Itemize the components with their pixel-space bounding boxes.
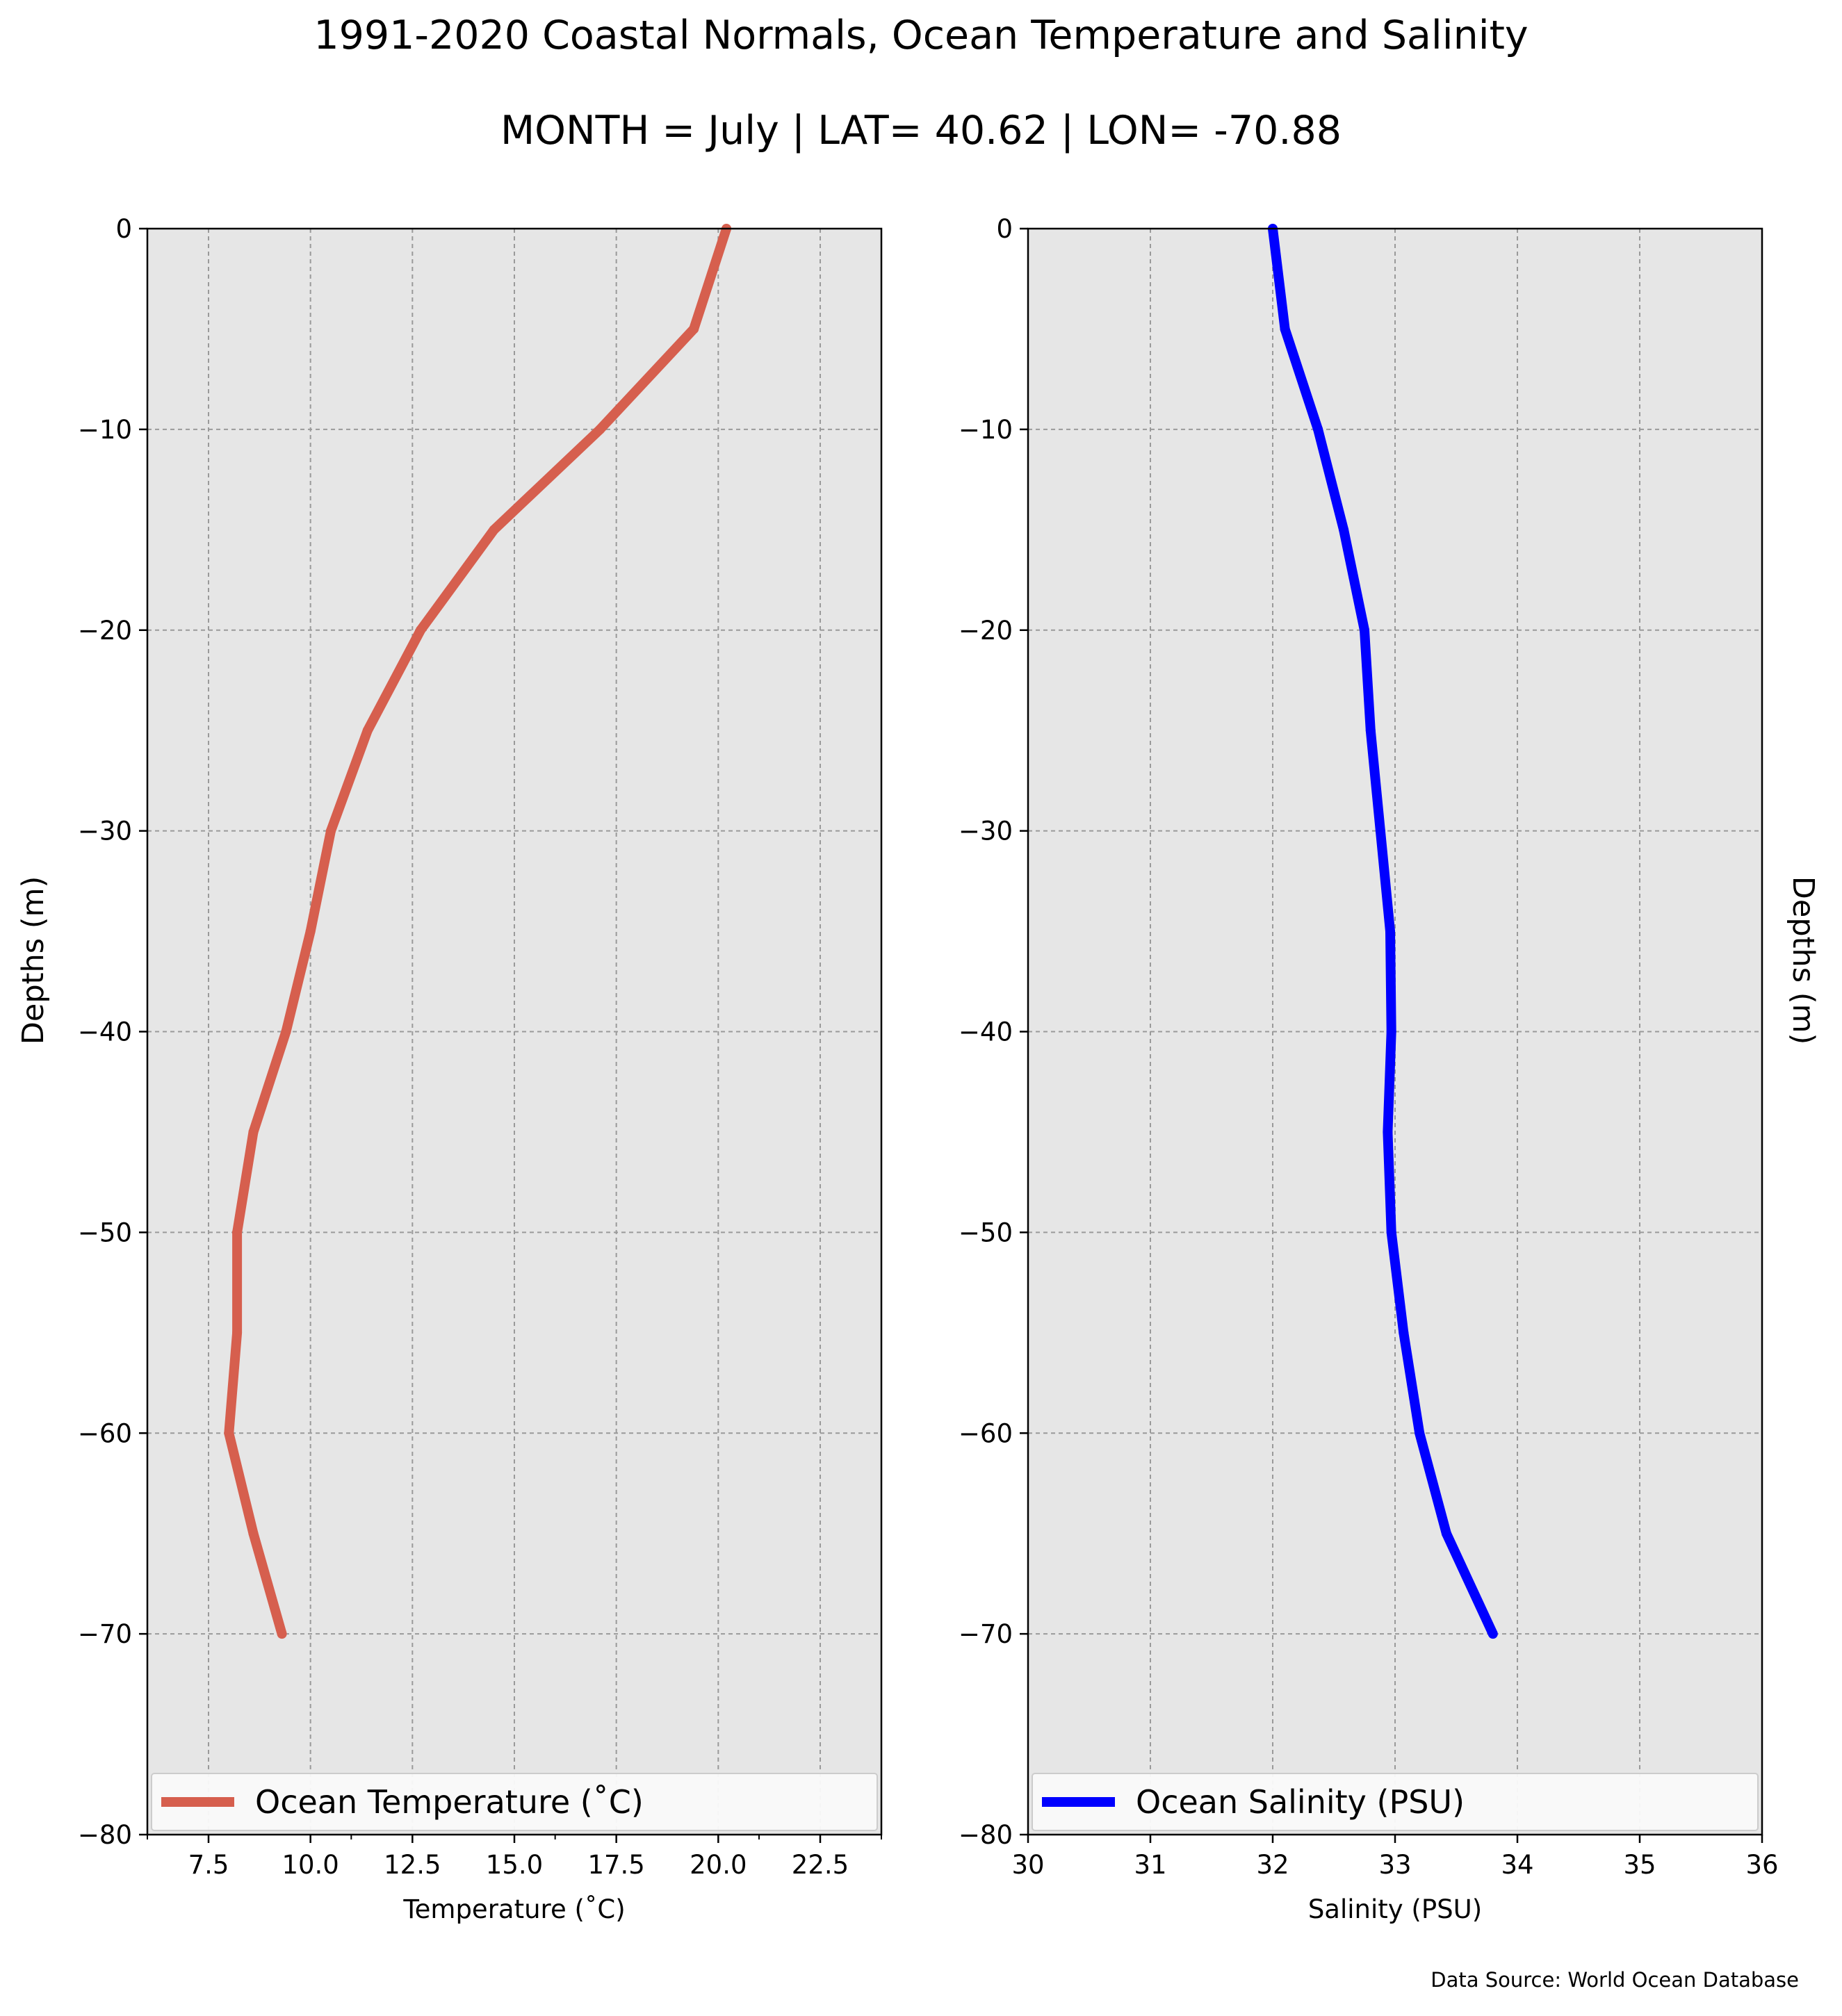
data-point [1441, 1528, 1451, 1539]
legend: Ocean Temperature (˚C) [151, 1773, 878, 1831]
x-axis-label: Temperature (˚C) [402, 1894, 625, 1924]
y-tick-label: 0 [996, 214, 1013, 244]
y-tick-label: −60 [78, 1418, 132, 1448]
legend-box [151, 1773, 878, 1831]
data-point [1365, 726, 1376, 736]
y-tick-label: −50 [959, 1218, 1013, 1247]
y-tick-label: 0 [115, 214, 132, 244]
x-tick-label: 33 [1378, 1850, 1411, 1880]
data-point [1339, 525, 1349, 535]
x-tick-label: 35 [1623, 1850, 1656, 1880]
data-point [489, 525, 499, 535]
data-point [416, 625, 426, 635]
y-tick-label: −20 [959, 616, 1013, 646]
y-tick-label: −10 [78, 415, 132, 445]
legend-label: Ocean Temperature (˚C) [255, 1783, 644, 1821]
legend: Ocean Salinity (PSU) [1032, 1773, 1759, 1831]
x-tick-label: 17.5 [587, 1850, 644, 1880]
y-tick-label: −10 [959, 415, 1013, 445]
data-point [248, 1126, 259, 1137]
y-tick-label: −30 [959, 817, 1013, 846]
y-tick-label: −50 [78, 1218, 132, 1247]
data-point [248, 1528, 259, 1539]
data-point [1360, 625, 1369, 635]
x-tick-label: 30 [1011, 1850, 1044, 1880]
data-point [1313, 424, 1323, 434]
data-point [1386, 1026, 1396, 1037]
y-tick-label: −70 [959, 1619, 1013, 1649]
legend-box [1032, 1773, 1759, 1831]
x-tick-label: 12.5 [384, 1850, 441, 1880]
x-tick-label: 7.5 [188, 1850, 229, 1880]
data-point [1399, 1327, 1409, 1338]
x-tick-label: 22.5 [792, 1850, 849, 1880]
data-point [595, 424, 605, 434]
data-point [326, 826, 336, 836]
data-point [232, 1227, 243, 1238]
x-tick-label: 10.0 [282, 1850, 339, 1880]
x-tick-label: 15.0 [486, 1850, 543, 1880]
left-y-axis-label: Depths (m) [16, 876, 51, 1044]
data-point [1383, 1126, 1393, 1137]
data-point [689, 324, 699, 334]
x-tick-label: 32 [1256, 1850, 1289, 1880]
temperature-panel: Ocean Temperature (˚C) 7.5 10.0 12.5 15.0 17.… [78, 214, 883, 1924]
data-point [1488, 1629, 1498, 1639]
data-point [281, 1026, 291, 1037]
x-tick-label: 31 [1134, 1850, 1166, 1880]
y-tick-label: −40 [959, 1017, 1013, 1047]
data-point [1375, 826, 1385, 836]
right-y-axis-label: Depths (m) [1786, 876, 1820, 1044]
data-point [224, 1428, 234, 1439]
figure-title: 1991-2020 Coastal Normals, Ocean Tempera… [313, 13, 1529, 58]
y-tick-label: −40 [78, 1017, 132, 1047]
data-point [305, 926, 316, 937]
y-tick-label: −60 [959, 1418, 1013, 1448]
figure-subtitle: MONTH = July | LAT= 40.62 | LON= -70.88 [500, 108, 1342, 154]
y-tick-label: −20 [78, 616, 132, 646]
x-axis-label: Salinity (PSU) [1308, 1894, 1482, 1924]
y-tick-label: −30 [78, 817, 132, 846]
x-tick-label: 36 [1745, 1850, 1778, 1880]
y-tick-label: −80 [959, 1820, 1013, 1850]
x-tick-label: 20.0 [690, 1850, 747, 1880]
data-point [1386, 1227, 1396, 1238]
data-point [362, 726, 373, 736]
x-tick-label: 34 [1501, 1850, 1533, 1880]
legend-label: Ocean Salinity (PSU) [1136, 1783, 1465, 1821]
data-point [1415, 1428, 1425, 1439]
data-point [1280, 324, 1290, 334]
y-tick-label: −70 [78, 1619, 132, 1649]
y-tick-label: −80 [78, 1820, 132, 1850]
data-point [1385, 926, 1395, 937]
data-point [277, 1629, 287, 1639]
data-point [232, 1327, 243, 1338]
salinity-panel: Ocean Salinity (PSU) 30 31 32 33 34 35 36 0 −10 −2… [959, 214, 1779, 1924]
data-source-note: Data Source: World Ocean Database [1431, 1968, 1799, 1992]
